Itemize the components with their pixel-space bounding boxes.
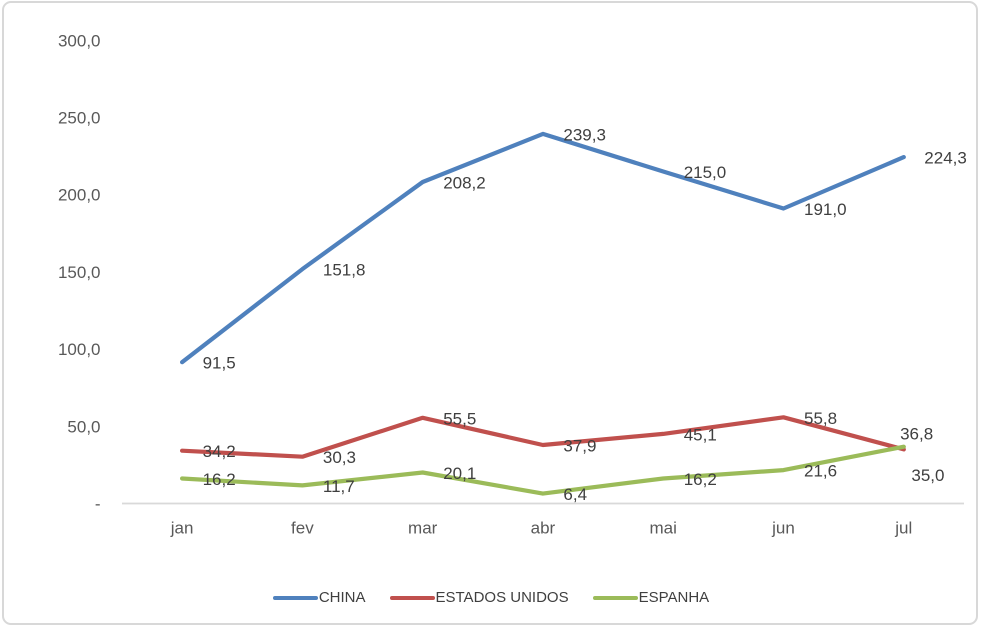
legend-line-swatch-icon (592, 595, 638, 601)
x-category-label-abr: abr (531, 519, 556, 538)
x-category-label-jan: jan (170, 519, 194, 538)
data-label-estados-unidos-mai: 45,1 (684, 425, 717, 444)
series-line-estados-unidos (180, 415, 906, 459)
legend-label: ESTADOS UNIDOS (435, 589, 569, 606)
y-tick-label: 300,0 (58, 31, 101, 50)
legend-label: CHINA (318, 589, 366, 606)
data-label-estados-unidos-fev: 30,3 (323, 448, 356, 467)
legend-item-espanha: ESPANHA (592, 588, 710, 608)
x-category-label-jul: jul (894, 519, 912, 538)
y-tick-label: 100,0 (58, 340, 101, 359)
data-label-estados-unidos-mar: 55,5 (443, 409, 476, 428)
data-labels: 91,5 151,8 208,2 239,3 215,0 191,0 224,3 34,2 30… (203, 125, 967, 504)
data-label-espanha-fev: 11,7 (323, 477, 355, 496)
data-label-china-mai: 215,0 (684, 163, 727, 182)
data-label-china-fev: 151,8 (323, 261, 366, 280)
series-line-china (180, 131, 906, 365)
x-category-label-mai: mai (649, 519, 676, 538)
data-label-china-mar: 208,2 (443, 174, 486, 193)
legend-line-swatch-icon (272, 595, 318, 601)
data-label-espanha-jan: 16,2 (203, 470, 236, 489)
data-label-china-abr: 239,3 (563, 125, 606, 144)
series-lines (180, 131, 906, 496)
y-tick-label: 50,0 (67, 417, 100, 436)
y-tick-label: - (95, 495, 101, 514)
data-label-estados-unidos-jun: 55,8 (804, 409, 837, 428)
y-axis-tick-labels: 300,0 250,0 200,0 150,0 100,0 50,0 - (58, 31, 101, 513)
data-label-estados-unidos-jul: 35,0 (911, 466, 944, 485)
data-label-espanha-mai: 16,2 (684, 470, 717, 489)
data-label-china-jun: 191,0 (804, 200, 847, 219)
data-label-espanha-jun: 21,6 (804, 462, 837, 481)
y-tick-label: 150,0 (58, 263, 101, 282)
data-label-espanha-jul: 36,8 (900, 424, 933, 443)
data-label-estados-unidos-jan: 34,2 (203, 442, 236, 461)
y-tick-label: 200,0 (58, 186, 101, 205)
legend-line-swatch-icon (389, 595, 435, 601)
x-axis-category-labels: jan fev mar abr mai jun jul (170, 519, 913, 538)
legend: CHINA ESTADOS UNIDOS ESPANHA (0, 588, 982, 608)
series-line-espanha (180, 444, 906, 496)
x-category-label-jun: jun (771, 519, 795, 538)
data-label-china-jul: 224,3 (924, 149, 967, 168)
legend-item-china: CHINA (272, 588, 366, 608)
data-label-espanha-abr: 6,4 (563, 485, 587, 504)
data-label-estados-unidos-abr: 37,9 (563, 437, 596, 456)
data-label-china-jan: 91,5 (203, 354, 236, 373)
x-category-label-mar: mar (408, 519, 438, 538)
x-category-label-fev: fev (291, 519, 314, 538)
y-tick-label: 250,0 (58, 109, 101, 128)
data-label-espanha-mar: 20,1 (443, 464, 476, 483)
legend-item-estados-unidos: ESTADOS UNIDOS (389, 588, 569, 608)
legend-label: ESPANHA (638, 589, 710, 606)
